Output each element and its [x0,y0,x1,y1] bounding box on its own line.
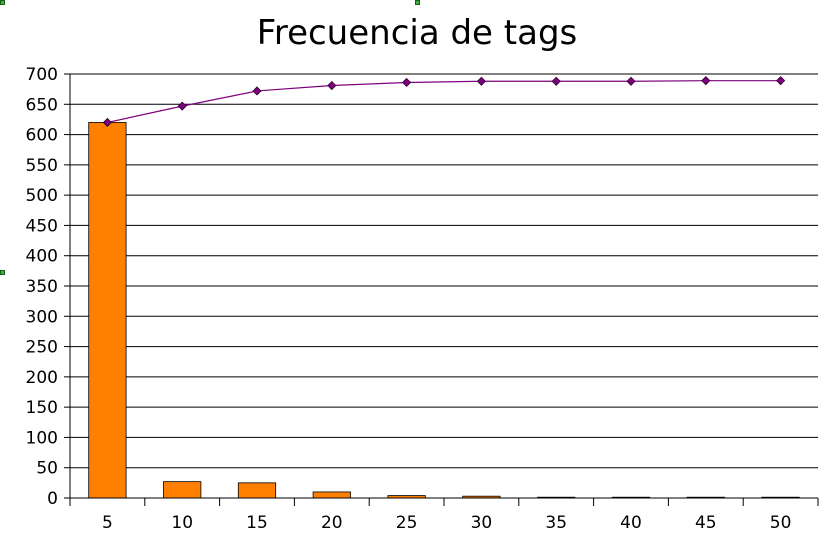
bar [312,491,351,499]
line-point [476,76,486,86]
y-tick-label: 550 [26,156,58,176]
line-point [102,117,112,128]
x-tick-label: 50 [770,513,792,533]
selection-handle-top-center[interactable] [415,0,420,5]
line-point [551,76,561,86]
y-tick-label: 450 [26,216,58,236]
tick-labels: 0501001502002503003504004505005506006507… [26,65,819,533]
x-tick-label: 45 [695,513,717,533]
grid [70,73,818,469]
chart-title: Frecuencia de tags [257,13,578,53]
y-tick-label: 50 [36,459,58,479]
y-tick-label: 250 [26,338,58,358]
series-line [107,80,781,124]
line-point [701,76,711,86]
selection-handle-middle-left[interactable] [0,270,5,275]
y-tick-label: 600 [26,126,58,146]
line-point [252,86,262,96]
y-tick-label: 400 [26,247,58,267]
line-point [402,77,412,88]
line-point [776,76,786,86]
line-point [177,101,187,111]
bar [237,482,277,499]
y-tick-label: 300 [26,307,58,327]
y-tick-label: 0 [47,489,58,509]
line-point [626,76,636,86]
selection-handle-top-left[interactable] [0,0,5,5]
y-tick-label: 500 [26,186,58,206]
x-tick-label: 25 [396,513,418,533]
x-tick-label: 20 [321,513,343,533]
line-series [102,76,786,128]
bar [88,122,127,499]
x-tick-label: 40 [620,513,642,533]
y-tick-label: 700 [26,65,58,85]
y-tick-label: 650 [26,95,58,115]
bar-series [88,122,800,499]
bar [163,481,202,499]
x-tick-label: 5 [102,513,113,533]
x-tick-label: 15 [246,513,268,533]
x-tick-label: 35 [545,513,567,533]
x-tick-label: 30 [471,513,493,533]
y-tick-label: 200 [26,368,58,388]
y-tick-label: 350 [26,277,58,297]
line-point [327,80,337,91]
y-tick-label: 150 [26,398,58,418]
y-tick-label: 100 [26,428,58,448]
x-tick-label: 10 [171,513,193,533]
